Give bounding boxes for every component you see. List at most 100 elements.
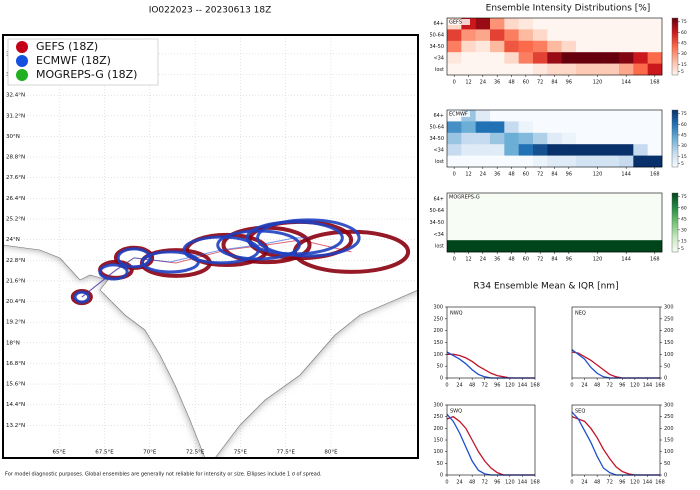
- heat-cell: [576, 144, 591, 156]
- colorbar-label: 15: [681, 238, 687, 244]
- heat-cell: [561, 204, 577, 217]
- panel-bg: [447, 307, 535, 378]
- heat-cell: [590, 204, 605, 217]
- y-tick-label: 14.4°N: [6, 402, 25, 408]
- colorbar-label: 45: [681, 216, 687, 222]
- heat-cell: [590, 132, 605, 145]
- heat-cell: [561, 29, 577, 42]
- r34-title: R34 Ensemble Mean & IQR [nm]: [473, 282, 618, 292]
- x-tick-label: 72: [537, 80, 543, 86]
- y-tick-label: 32.4°N: [6, 93, 25, 99]
- heat-cell: [447, 155, 462, 168]
- x-tick-label: 80°E: [324, 450, 338, 456]
- heat-cell: [561, 40, 577, 53]
- heat-cell: [547, 52, 562, 64]
- colorbar-label: 15: [681, 62, 687, 68]
- heat-cell: [475, 216, 491, 229]
- heat-cell: [619, 132, 634, 145]
- heat-cell: [490, 52, 505, 64]
- heat-cell: [490, 18, 505, 30]
- heat-cell: [475, 29, 491, 42]
- panel-label: NWQ: [450, 311, 463, 317]
- heat-cell: [533, 193, 548, 206]
- heat-cell: [561, 63, 577, 76]
- x-tick-label: 0: [453, 172, 456, 178]
- heat-cell: [647, 216, 663, 229]
- heat-cell: [447, 40, 462, 53]
- legend-marker: [16, 55, 28, 67]
- heat-cell: [518, 132, 534, 145]
- heat-cell: [590, 216, 605, 229]
- row-label: lost: [435, 159, 444, 165]
- heat-cell: [518, 29, 534, 42]
- y-tick-label: 50: [664, 364, 670, 370]
- legend-box: [7, 38, 159, 86]
- panel-label: SWQ: [450, 409, 462, 415]
- heat-cell: [647, 63, 663, 76]
- heat-cell: [547, 216, 562, 229]
- y-tick-label: 0: [440, 376, 443, 382]
- heat-cell: [619, 228, 634, 241]
- heat-cell: [504, 132, 519, 145]
- heat-cell: [633, 132, 648, 145]
- heat-cell: [590, 52, 605, 64]
- spread-ellipse: [216, 229, 301, 261]
- heat-cell: [619, 216, 634, 229]
- colorbar-label: 75: [681, 19, 687, 25]
- heat-cell: [518, 240, 534, 253]
- legend-label: ECMWF (18Z): [36, 54, 111, 67]
- heat-cell: [533, 63, 548, 76]
- heat-cell: [547, 121, 562, 134]
- footnote: For model diagnostic purposes. Global en…: [5, 472, 322, 478]
- x-tick-label: 60: [523, 80, 529, 86]
- row-label: lost: [435, 67, 444, 73]
- heat-cell: [604, 240, 620, 253]
- heat-cell: [490, 29, 505, 42]
- x-tick-label: 72: [482, 480, 488, 486]
- heat-cell: [504, 155, 519, 168]
- heat-cell: [447, 228, 462, 241]
- x-tick-label: 0: [570, 383, 573, 389]
- colorbar: [671, 192, 679, 253]
- heat-cell: [461, 132, 476, 145]
- heat-cell: [475, 52, 491, 64]
- row-label: <34: [433, 232, 444, 238]
- heat-cell: [561, 121, 577, 134]
- x-tick-label: 48: [469, 383, 475, 389]
- heat-cell: [533, 29, 548, 42]
- y-tick-label: 100: [433, 352, 443, 358]
- heat-cell: [475, 18, 491, 30]
- legend-label: GEFS (18Z): [36, 40, 98, 53]
- row-label: <34: [433, 147, 444, 153]
- row-label: <34: [433, 55, 444, 61]
- heat-cell: [576, 155, 591, 168]
- x-tick-label: 48: [594, 383, 600, 389]
- heat-cell: [490, 155, 505, 168]
- heat-cell: [475, 155, 491, 168]
- heat-cell: [533, 216, 548, 229]
- heat-cell: [490, 40, 505, 53]
- heat-cell: [647, 193, 663, 206]
- x-tick-label: 96: [566, 172, 572, 178]
- spread-ellipse: [140, 250, 200, 274]
- spread-ellipse: [73, 290, 91, 304]
- heat-cell: [547, 193, 562, 206]
- colorbar-label: 75: [681, 111, 687, 117]
- x-tick-label: 96: [494, 383, 500, 389]
- heat-cell: [633, 63, 648, 76]
- heat-cell: [447, 204, 462, 217]
- heat-cell: [461, 52, 476, 64]
- heat-cell: [504, 204, 519, 217]
- colorbar-label: 30: [681, 51, 687, 57]
- heat-cell: [490, 144, 505, 156]
- heat-cell: [633, 216, 648, 229]
- x-tick-label: 24: [456, 383, 462, 389]
- y-tick-label: 200: [664, 426, 674, 432]
- x-tick-label: 96: [619, 383, 625, 389]
- panel-label: NEQ: [575, 311, 586, 317]
- heat-cell: [504, 144, 519, 156]
- x-tick-label: 0: [445, 383, 448, 389]
- x-tick-label: 96: [566, 80, 572, 86]
- heat-cell: [619, 18, 634, 30]
- spread-ellipse: [116, 247, 152, 269]
